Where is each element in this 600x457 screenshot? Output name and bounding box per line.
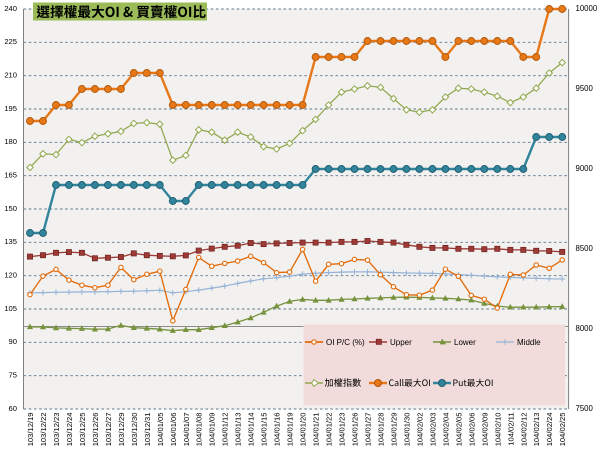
svg-text:Upper: Upper [390, 338, 412, 347]
svg-text:8500: 8500 [576, 244, 594, 253]
svg-text:8000: 8000 [576, 324, 594, 333]
svg-text:90: 90 [9, 337, 17, 346]
svg-text:104/01/26: 104/01/26 [351, 413, 360, 447]
svg-text:104/01/19: 104/01/19 [286, 413, 295, 447]
svg-text:104/01/05: 104/01/05 [156, 413, 165, 447]
svg-text:225: 225 [4, 37, 17, 46]
svg-text:9000: 9000 [576, 164, 594, 173]
svg-text:103/12/26: 103/12/26 [91, 413, 100, 447]
svg-text:104/01/14: 104/01/14 [247, 413, 256, 447]
svg-text:104/02/11: 104/02/11 [506, 413, 515, 446]
svg-text:104/01/29: 104/01/29 [390, 413, 399, 447]
svg-text:104/01/21: 104/01/21 [312, 413, 321, 447]
svg-text:103/12/29: 103/12/29 [117, 413, 126, 447]
svg-text:103/12/25: 103/12/25 [78, 413, 87, 447]
svg-text:103/12/23: 103/12/23 [52, 413, 61, 447]
svg-text:104/01/22: 104/01/22 [325, 413, 334, 447]
svg-text:104/02/12: 104/02/12 [519, 413, 528, 447]
svg-text:104/01/27: 104/01/27 [364, 413, 373, 447]
svg-text:104/01/28: 104/01/28 [377, 413, 386, 447]
svg-text:104/02/25: 104/02/25 [558, 413, 567, 447]
svg-text:104/01/30: 104/01/30 [402, 413, 411, 447]
svg-text:104/02/03: 104/02/03 [428, 413, 437, 447]
svg-text:104/02/04: 104/02/04 [441, 413, 450, 447]
svg-text:104/01/12: 104/01/12 [221, 413, 230, 447]
svg-text:103/12/19: 103/12/19 [26, 413, 35, 447]
svg-text:104/02/06: 104/02/06 [467, 413, 476, 447]
svg-text:103/12/31: 103/12/31 [143, 413, 152, 447]
svg-text:105: 105 [4, 304, 17, 313]
svg-text:OI P/C (%): OI P/C (%) [326, 338, 365, 347]
svg-text:104/02/09: 104/02/09 [480, 413, 489, 447]
svg-text:104/01/20: 104/01/20 [299, 413, 308, 447]
svg-text:135: 135 [4, 237, 17, 246]
svg-text:104/02/24: 104/02/24 [545, 413, 554, 447]
svg-text:240: 240 [4, 4, 17, 13]
svg-text:210: 210 [4, 71, 17, 80]
svg-text:104/01/07: 104/01/07 [182, 413, 191, 447]
svg-text:104/01/09: 104/01/09 [208, 413, 217, 447]
svg-text:104/01/08: 104/01/08 [195, 413, 204, 447]
svg-text:104/01/15: 104/01/15 [260, 413, 269, 447]
svg-text:103/12/22: 103/12/22 [39, 413, 48, 447]
svg-text:195: 195 [4, 104, 17, 113]
svg-text:7500: 7500 [576, 404, 594, 413]
svg-text:103/12/24: 103/12/24 [65, 413, 74, 447]
svg-text:104/01/16: 104/01/16 [273, 413, 282, 447]
svg-text:75: 75 [9, 371, 17, 380]
svg-text:60: 60 [9, 404, 17, 413]
svg-text:165: 165 [4, 171, 17, 180]
svg-text:150: 150 [4, 204, 17, 213]
svg-text:10000: 10000 [576, 4, 598, 13]
svg-text:104/02/10: 104/02/10 [493, 413, 502, 447]
svg-text:Lower: Lower [454, 338, 476, 347]
svg-text:104/02/05: 104/02/05 [454, 413, 463, 447]
svg-text:103/12/27: 103/12/27 [104, 413, 113, 447]
svg-text:104/02/13: 104/02/13 [532, 413, 541, 447]
svg-text:104/01/23: 104/01/23 [338, 413, 347, 447]
svg-text:103/12/30: 103/12/30 [130, 413, 139, 447]
svg-text:104/01/13: 104/01/13 [234, 413, 243, 447]
svg-text:Middle: Middle [517, 338, 541, 347]
svg-text:180: 180 [4, 137, 17, 146]
svg-text:104/02/02: 104/02/02 [415, 413, 424, 447]
svg-text:120: 120 [4, 271, 17, 280]
svg-text:104/01/06: 104/01/06 [169, 413, 178, 447]
svg-text:9500: 9500 [576, 84, 594, 93]
